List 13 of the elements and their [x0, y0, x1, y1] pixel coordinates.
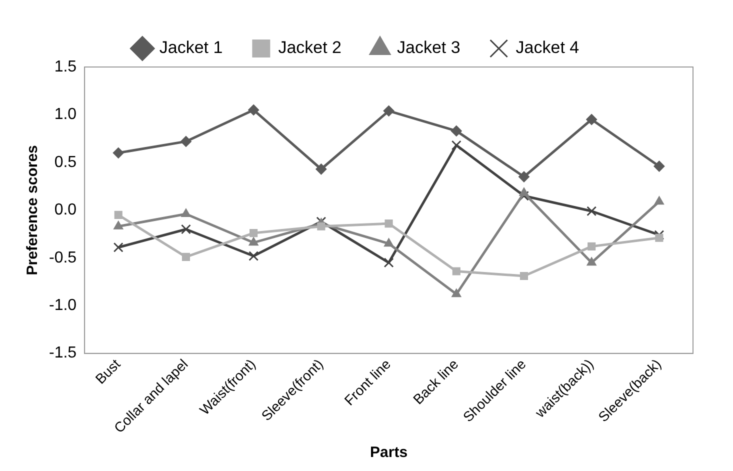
y-tick-label: 0.5 — [54, 154, 77, 171]
y-tick-label: -0.5 — [48, 249, 77, 266]
y-axis-title: Preference scores — [24, 145, 42, 276]
legend-label: Jacket 4 — [516, 38, 580, 58]
y-tick-label: -1.5 — [48, 344, 77, 362]
y-tick-label: 1.0 — [54, 106, 77, 124]
y-tick-label: -1.0 — [48, 297, 77, 314]
y-tick-label: 0.0 — [54, 202, 77, 219]
y-tick-label: 1.5 — [54, 58, 77, 76]
x-axis-title: Parts — [370, 444, 408, 462]
legend-label: Jacket 3 — [397, 38, 460, 58]
legend-label: Jacket 1 — [159, 38, 223, 58]
legend-label: Jacket 2 — [278, 38, 342, 58]
